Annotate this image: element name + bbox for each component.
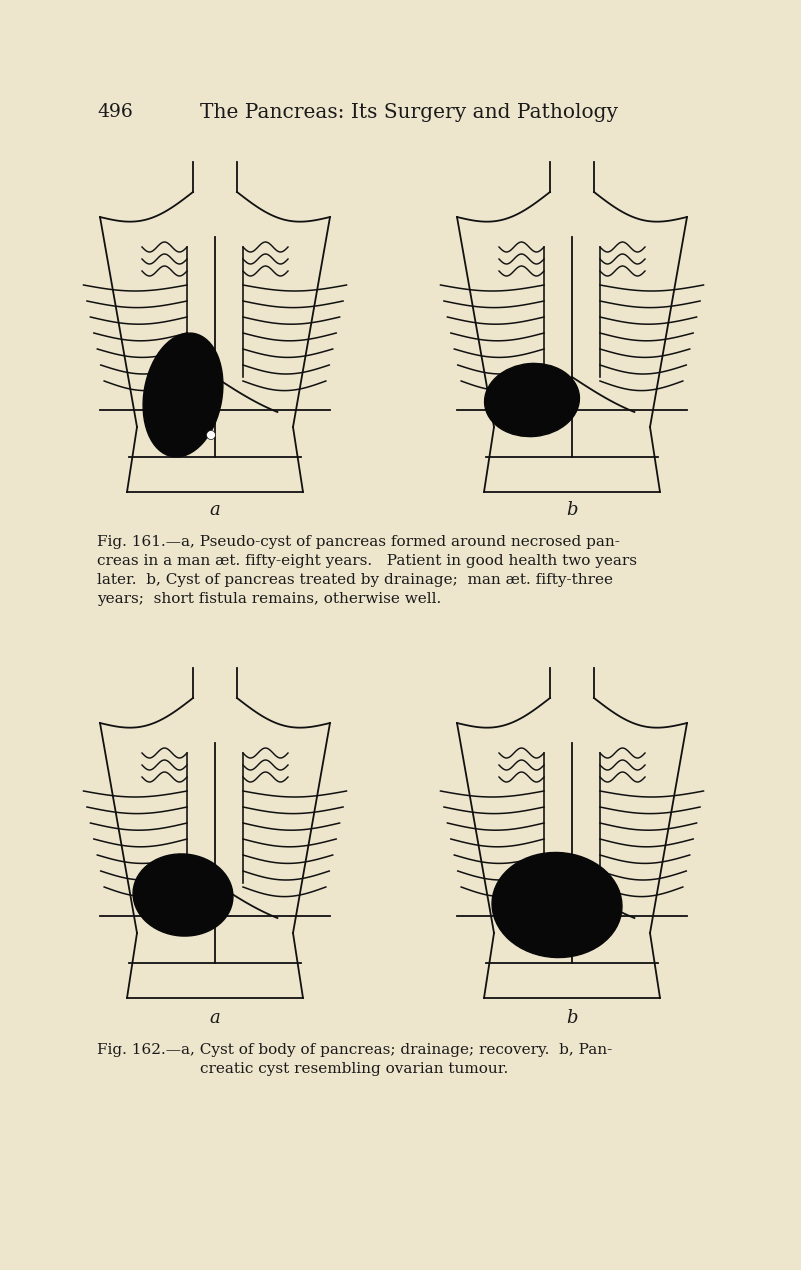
Text: The Pancreas: Its Surgery and Pathology: The Pancreas: Its Surgery and Pathology (200, 103, 618, 122)
Text: b: b (566, 500, 578, 519)
Text: later.  b, Cyst of pancreas treated by drainage;  man æt. fifty-three: later. b, Cyst of pancreas treated by dr… (97, 573, 613, 587)
Text: b: b (566, 1008, 578, 1027)
Ellipse shape (485, 363, 579, 437)
Text: a: a (210, 500, 220, 519)
Ellipse shape (492, 852, 622, 958)
Text: a: a (210, 1008, 220, 1027)
Ellipse shape (207, 431, 215, 439)
Text: years;  short fistula remains, otherwise well.: years; short fistula remains, otherwise … (97, 592, 441, 606)
Text: Fig. 161.—a, Pseudo-cyst of pancreas formed around necrosed pan-: Fig. 161.—a, Pseudo-cyst of pancreas for… (97, 535, 620, 549)
Ellipse shape (143, 333, 223, 457)
Text: creatic cyst resembling ovarian tumour.: creatic cyst resembling ovarian tumour. (200, 1062, 509, 1076)
Text: Fig. 162.—a, Cyst of body of pancreas; drainage; recovery.  b, Pan-: Fig. 162.—a, Cyst of body of pancreas; d… (97, 1043, 612, 1057)
Text: creas in a man æt. fifty-eight years.   Patient in good health two years: creas in a man æt. fifty-eight years. Pa… (97, 554, 637, 568)
Ellipse shape (133, 853, 233, 936)
Text: 496: 496 (97, 103, 133, 121)
